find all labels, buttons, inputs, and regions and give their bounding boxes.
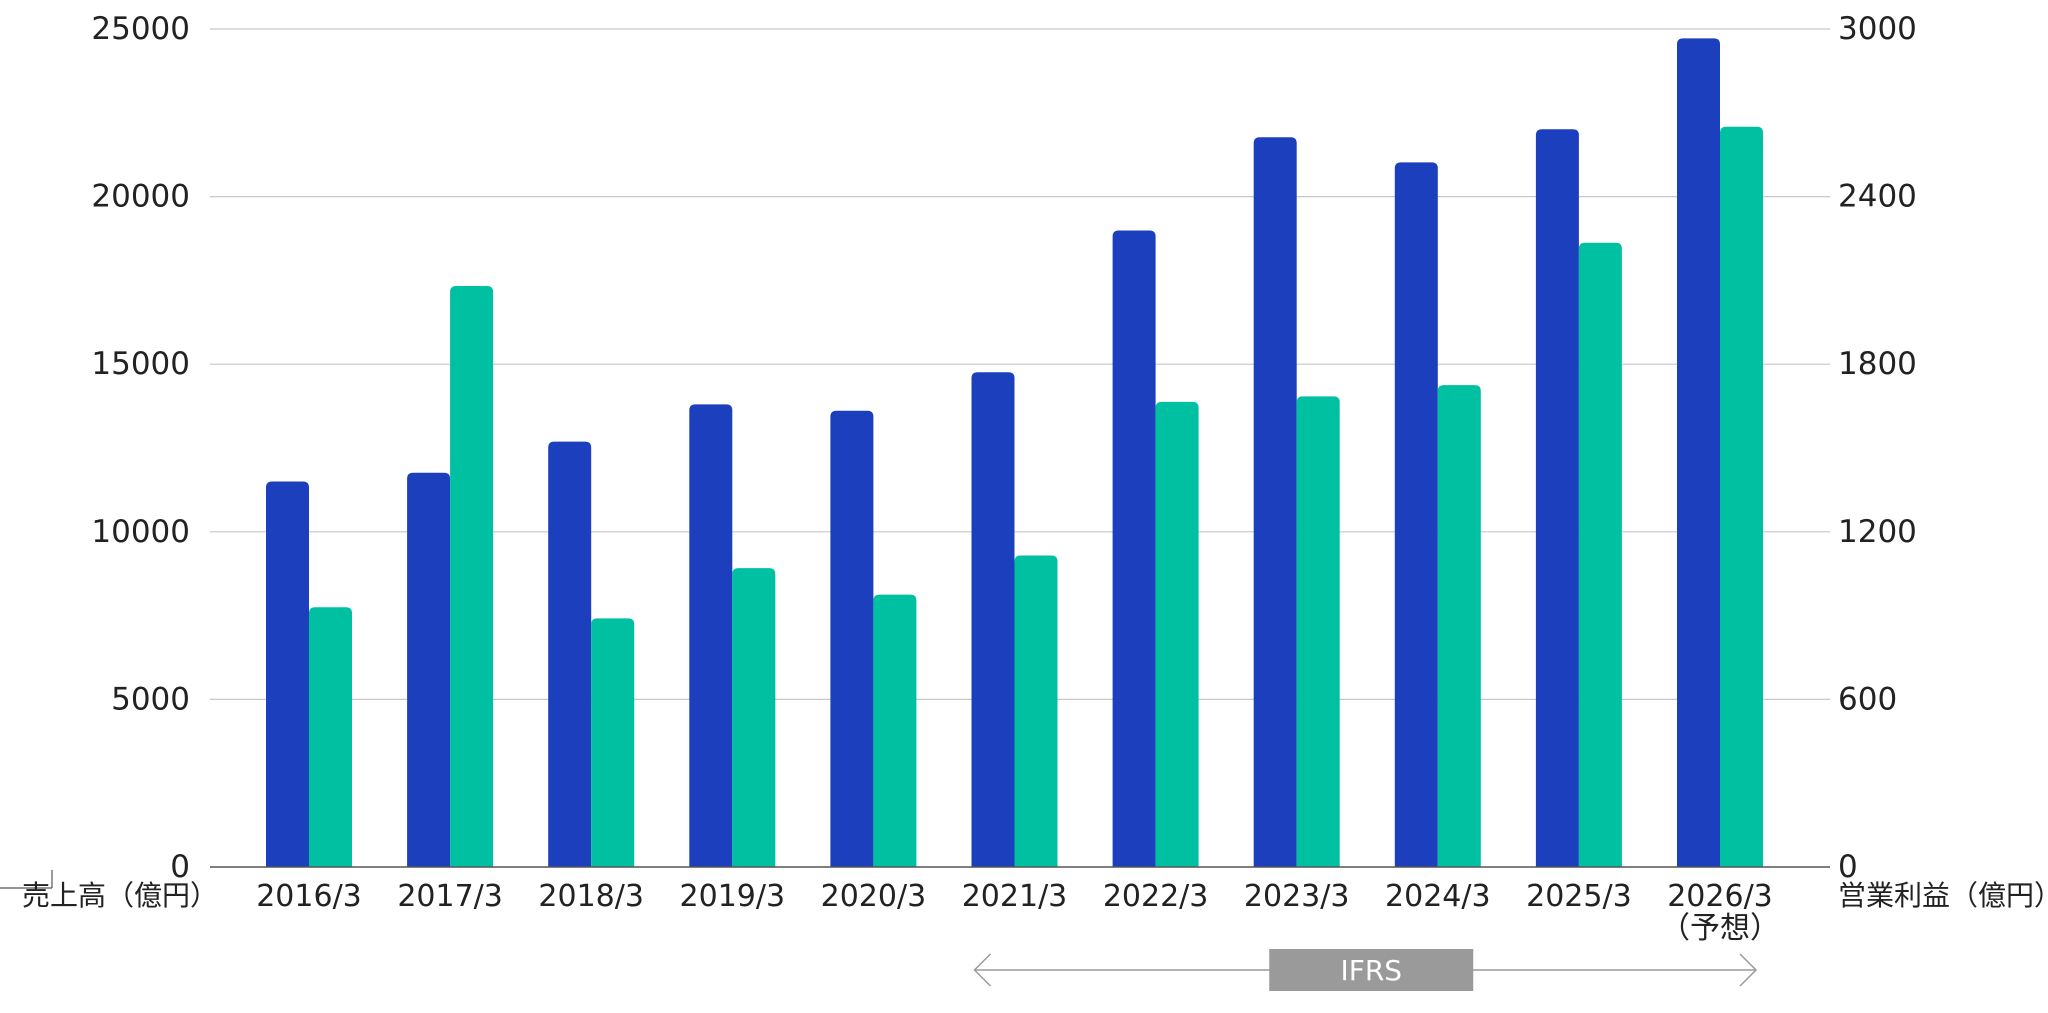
right-tick-label: 0 <box>1838 849 1858 885</box>
bar-sales <box>1535 129 1579 867</box>
bar-sales <box>689 404 733 867</box>
right-tick-label: 2400 <box>1838 179 1917 215</box>
bar-sales <box>407 472 451 867</box>
bar-operating-income <box>873 594 917 867</box>
ifrs-arrow-left-head <box>973 953 992 987</box>
ifrs-label: IFRS <box>1340 954 1402 987</box>
right-tick-label: 600 <box>1838 681 1897 717</box>
right-axis-title: 営業利益（億円） <box>1838 879 2048 912</box>
axis-layer <box>0 866 1830 889</box>
category-note: （予想） <box>1660 911 1780 946</box>
bar-operating-income <box>1296 396 1340 867</box>
category-label: 2017/3 <box>397 879 503 914</box>
bar-sales <box>1677 38 1720 867</box>
bar-operating-income <box>1437 385 1481 867</box>
bar-operating-income <box>732 568 776 867</box>
right-tick-label: 1200 <box>1838 514 1917 550</box>
bar-sales <box>266 481 309 867</box>
bars-layer <box>266 38 1763 868</box>
left-tick-label: 0 <box>170 849 190 885</box>
right-tick-label: 1800 <box>1838 346 1917 382</box>
bar-sales <box>548 441 592 867</box>
category-label: 2026/3 <box>1667 879 1773 914</box>
bar-operating-income <box>1155 401 1199 867</box>
category-label: 2023/3 <box>1244 879 1350 914</box>
bar-operating-income <box>450 285 494 867</box>
left-tick-label: 10000 <box>91 514 190 550</box>
left-tick-label: 5000 <box>111 681 190 717</box>
bar-sales <box>1253 137 1297 868</box>
bar-operating-income <box>1720 126 1763 868</box>
category-label: 2020/3 <box>821 879 927 914</box>
right-tick-label: 3000 <box>1838 11 1917 47</box>
category-label: 2024/3 <box>1385 879 1491 914</box>
bar-operating-income <box>1578 242 1622 867</box>
ifrs-arrow-right-head <box>1739 953 1758 987</box>
label-layer: 0 5000 10000 15000 20000 25000 0 600 1200 1800 240… <box>22 11 2048 946</box>
bar-sales <box>971 372 1015 867</box>
left-tick-label: 15000 <box>91 346 190 382</box>
category-label: 2022/3 <box>1103 879 1209 914</box>
category-label: 2019/3 <box>680 879 786 914</box>
left-axis-title: 売上高（億円） <box>22 879 218 912</box>
bar-sales <box>830 410 874 867</box>
category-label: 2021/3 <box>962 879 1068 914</box>
bar-operating-income <box>309 607 352 867</box>
bar-sales <box>1394 162 1438 867</box>
bar-operating-income <box>591 618 635 867</box>
category-label: 2025/3 <box>1526 879 1632 914</box>
ifrs-annotation: IFRS <box>973 949 1758 991</box>
ifrs-badge <box>1269 949 1474 991</box>
category-label: 2018/3 <box>538 879 644 914</box>
category-label: 2016/3 <box>256 879 362 914</box>
left-tick-label: 25000 <box>91 11 190 47</box>
bar-operating-income <box>1014 555 1058 867</box>
left-tick-label: 20000 <box>91 179 190 215</box>
bar-sales <box>1112 230 1156 867</box>
